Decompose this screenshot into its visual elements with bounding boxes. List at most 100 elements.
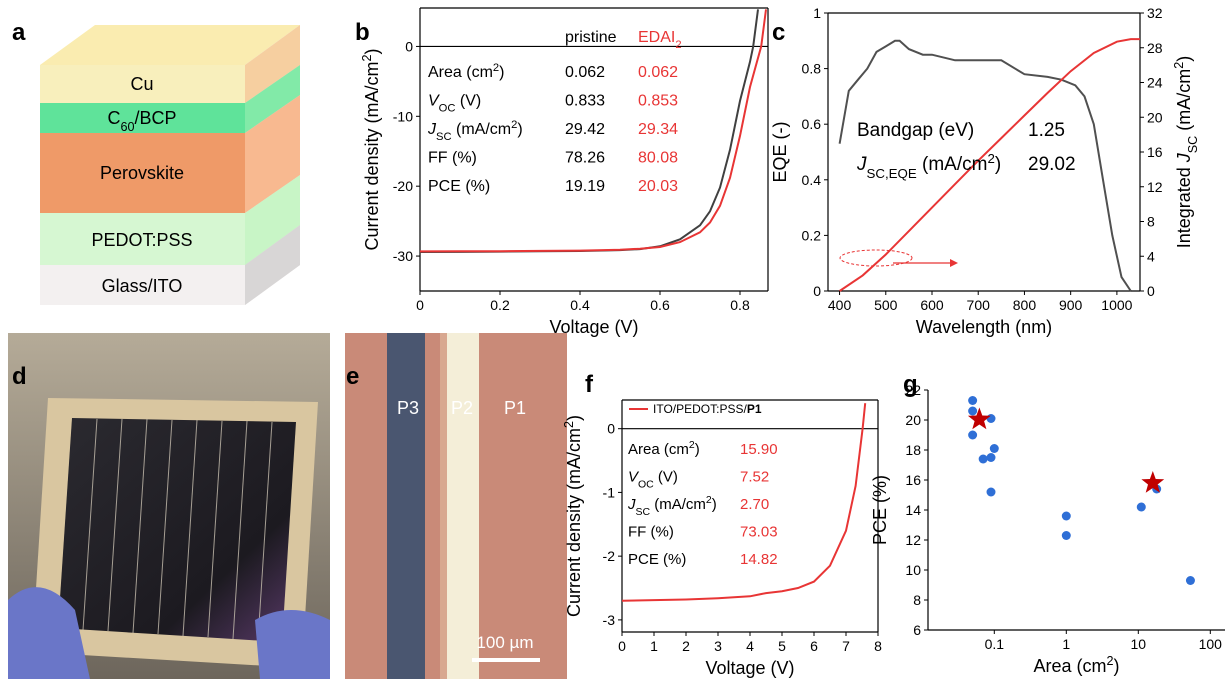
layer-label-part: /BCP [135, 108, 177, 128]
x-tick-label: 2 [682, 638, 690, 654]
y-tick-label: -3 [603, 612, 616, 628]
y2-tick-label: 28 [1147, 40, 1163, 56]
y2-axis-label-part: SC [1186, 136, 1200, 154]
p2-scribe [447, 333, 479, 679]
x-tick-label: 400 [828, 297, 852, 313]
legend-label: ITO/PEDOT:PSS/P1 [653, 402, 762, 416]
table-header-part: 2 [675, 39, 681, 51]
p3-scribe [387, 333, 425, 679]
table-value: 0.833 [565, 93, 605, 110]
y-tick-label: 14 [905, 502, 921, 518]
x-tick-label: 800 [1013, 297, 1037, 313]
table-header: EDAI2 [638, 29, 682, 51]
x-axis-label: Voltage (V) [705, 658, 794, 678]
table-value: 14.82 [740, 551, 778, 568]
legend-label-part: P1 [747, 402, 762, 416]
x-tick-label: 5 [778, 638, 786, 654]
x-tick-label: 0 [416, 297, 424, 313]
y2-tick-label: 32 [1147, 5, 1163, 21]
figure: aCuC60/BCPPerovskitePEDOT:PSSGlass/ITOde… [0, 0, 1230, 679]
scribe-label: P2 [451, 398, 473, 418]
x-tick-label: 700 [967, 297, 991, 313]
legend-label-part: ITO/PEDOT:PSS/ [653, 402, 747, 416]
table-row-label-part: (mA/cm [650, 496, 706, 513]
table-row-label-part: OC [439, 103, 456, 115]
y-tick-label: 10 [905, 562, 921, 578]
y-tick-label: 0.8 [802, 61, 822, 77]
y2-tick-label: 20 [1147, 109, 1163, 125]
table-row-label-part: SC [436, 131, 452, 143]
x-tick-label: 1 [1062, 636, 1070, 652]
x-tick-label: 100 [1199, 636, 1223, 652]
panel-label: b [355, 19, 370, 46]
layer-label: PEDOT:PSS [91, 230, 192, 250]
x-tick-label: 0.2 [490, 297, 510, 313]
y-tick-label: 0 [813, 283, 821, 299]
table-row-label: PCE (%) [428, 178, 490, 195]
scatter-point [987, 414, 996, 423]
y2-axis-label-part: ) [1174, 56, 1194, 62]
table-row-label: Bandgap (eV) [857, 120, 974, 141]
table-row-label-part: (V) [654, 469, 678, 486]
table-row-label-part: Area (cm [428, 64, 493, 81]
x-tick-label: 0.4 [570, 297, 590, 313]
x-tick-label: 4 [746, 638, 754, 654]
y-tick-label: 18 [905, 442, 921, 458]
panel-label: e [346, 363, 359, 390]
scatter-point [1137, 503, 1146, 512]
x-tick-label: 900 [1059, 297, 1083, 313]
table-row-label-part: (mA/cm [917, 154, 988, 175]
scatter-point [987, 453, 996, 462]
y-tick-label: 0.6 [802, 116, 822, 132]
x-tick-label: 6 [810, 638, 818, 654]
table-value: 29.02 [1028, 154, 1076, 175]
scatter-point [990, 444, 999, 453]
y-tick-label: 12 [905, 532, 921, 548]
x-tick-label: 0.6 [650, 297, 670, 313]
y-axis-label: EQE (-) [770, 122, 790, 183]
table-row-label-part: SC,EQE [867, 166, 917, 181]
table-row-label-part: Area (cm [628, 441, 689, 458]
glove-right [255, 610, 330, 679]
table-value: 1.25 [1028, 120, 1065, 141]
scatter-point [979, 455, 988, 464]
table-row-label: JSC (mA/cm2) [427, 119, 523, 143]
layer-label: Glass/ITO [102, 276, 183, 296]
y-axis-label: Current density (mA/cm2) [562, 415, 584, 617]
y-tick-label: 0 [607, 421, 615, 437]
y-axis-label-part: 2 [360, 54, 374, 61]
x-axis-label-part: Area (cm [1033, 656, 1106, 676]
table-value: 15.90 [740, 441, 778, 458]
scatter-point [1062, 531, 1071, 540]
scatter-point [987, 488, 996, 497]
table-row-label: Area (cm2) [628, 439, 700, 458]
table-row-label-part: 2 [987, 151, 994, 166]
y-tick-label: 6 [913, 622, 921, 638]
table-row-label-part: ) [995, 154, 1001, 175]
table-header-part: EDAI [638, 29, 675, 46]
x-tick-label: 7 [842, 638, 850, 654]
table-value: 80.08 [638, 150, 678, 167]
table-value: 0.062 [638, 64, 678, 81]
table-value: 20.03 [638, 178, 678, 195]
y2-axis-label-part: 2 [1172, 62, 1186, 69]
scatter-point [1062, 512, 1071, 521]
x-axis-label-part: 2 [1107, 654, 1114, 668]
y-tick-label: -10 [393, 108, 413, 124]
layer-label-part: 60 [120, 120, 134, 134]
table-value: 29.34 [638, 121, 678, 138]
y-tick-label: 0.4 [802, 172, 822, 188]
x-tick-label: 0.8 [730, 297, 750, 313]
table-row-label-part: SC [636, 506, 651, 518]
y2-tick-label: 8 [1147, 214, 1155, 230]
table-value: 19.19 [565, 178, 605, 195]
table-value: 7.52 [740, 469, 769, 486]
scatter-point [1186, 576, 1195, 585]
table-row-label: PCE (%) [628, 551, 686, 568]
y-tick-label: -2 [603, 548, 616, 564]
y-axis-label: PCE (%) [870, 475, 890, 545]
x-tick-label: 0.1 [985, 636, 1005, 652]
y2-axis-label: Integrated JSC (mA/cm2) [1172, 56, 1200, 249]
table-row-label: Area (cm2) [428, 62, 504, 81]
panel-label: c [772, 19, 785, 46]
